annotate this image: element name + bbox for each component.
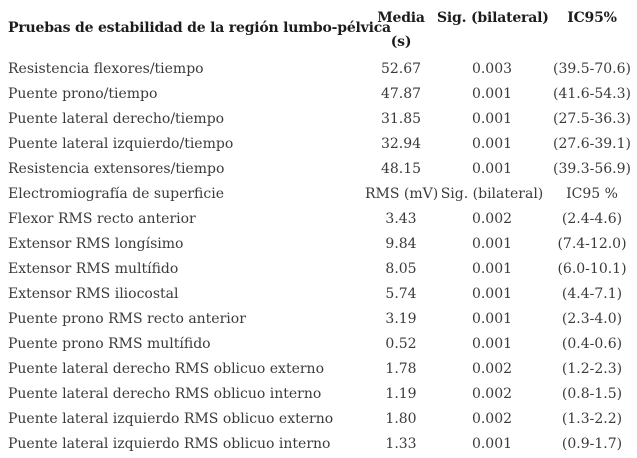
cell-media: 52.67 — [380, 60, 422, 77]
cell-media: 32.94 — [380, 135, 422, 152]
cell-ic95: IC95 % — [566, 185, 618, 202]
table-row: Extensor RMS iliocostal 5.74 0.001 (4.4-… — [0, 281, 637, 306]
cell-test-name: Electromiografía de superficie — [8, 185, 224, 202]
cell-test-name: Puente lateral izquierdo RMS oblicuo ext… — [8, 410, 334, 427]
table-row: Extensor RMS longísimo 9.84 0.001 (7.4-1… — [0, 231, 637, 256]
cell-media: 8.05 — [385, 260, 417, 277]
cell-sig: 0.002 — [471, 385, 513, 402]
table-row: Puente lateral izquierdo RMS oblicuo ext… — [0, 406, 637, 431]
cell-sig: 0.001 — [471, 335, 513, 352]
cell-test-name: Puente lateral derecho RMS oblicuo exter… — [8, 360, 324, 377]
cell-sig: 0.001 — [471, 235, 513, 252]
table-row: Puente lateral derecho RMS oblicuo inter… — [0, 381, 637, 406]
cell-sig: 0.002 — [471, 210, 513, 227]
cell-media: 9.84 — [385, 235, 417, 252]
table-row: Resistencia flexores/tiempo 52.67 0.003 … — [0, 56, 637, 81]
cell-ic95: (1.2-2.3) — [561, 360, 623, 377]
cell-test-name: Extensor RMS iliocostal — [8, 285, 179, 302]
cell-ic95: (0.9-1.7) — [561, 435, 623, 452]
cell-test-name: Puente prono RMS multífido — [8, 335, 211, 352]
cell-sig: 0.001 — [471, 435, 513, 452]
cell-sig: 0.001 — [471, 110, 513, 127]
cell-sig: 0.003 — [471, 60, 513, 77]
cell-sig: 0.001 — [471, 260, 513, 277]
cell-test-name: Puente prono/tiempo — [8, 85, 158, 102]
cell-test-name: Puente prono RMS recto anterior — [8, 310, 246, 327]
cell-test-name: Resistencia flexores/tiempo — [8, 60, 204, 77]
cell-sig: 0.001 — [471, 310, 513, 327]
cell-media: 3.43 — [385, 210, 417, 227]
cell-ic95: (39.3-56.9) — [553, 160, 631, 177]
cell-media: 48.15 — [380, 160, 422, 177]
cell-test-name: Puente lateral derecho/tiempo — [8, 110, 225, 127]
cell-media: 3.19 — [385, 310, 417, 327]
column-header-media-line2: (s) — [390, 34, 412, 50]
cell-media: 1.33 — [385, 435, 417, 452]
cell-media: RMS (mV) — [365, 185, 439, 202]
cell-media: 47.87 — [380, 85, 422, 102]
cell-test-name: Extensor RMS longísimo — [8, 235, 184, 252]
table-header-row: Pruebas de estabilidad de la región lumb… — [0, 0, 637, 56]
column-header-sig: Sig. (bilateral) — [437, 10, 549, 26]
table-row: Puente prono RMS recto anterior 3.19 0.0… — [0, 306, 637, 331]
table-row: Puente lateral derecho RMS oblicuo exter… — [0, 356, 637, 381]
table-row: Puente lateral izquierdo RMS oblicuo int… — [0, 431, 637, 456]
cell-sig: 0.001 — [471, 135, 513, 152]
cell-test-name: Extensor RMS multífido — [8, 260, 179, 277]
cell-media: 1.19 — [385, 385, 417, 402]
column-header-ic95: IC95% — [567, 10, 617, 26]
cell-sig: 0.002 — [471, 360, 513, 377]
section-row-emg: Electromiografía de superficie RMS (mV) … — [0, 181, 637, 206]
cell-ic95: (41.6-54.3) — [553, 85, 631, 102]
cell-ic95: (2.3-4.0) — [561, 310, 623, 327]
table-row: Flexor RMS recto anterior 3.43 0.002 (2.… — [0, 206, 637, 231]
cell-ic95: (6.0-10.1) — [557, 260, 627, 277]
cell-ic95: (1.3-2.2) — [561, 410, 623, 427]
cell-test-name: Puente lateral izquierdo/tiempo — [8, 135, 234, 152]
cell-test-name: Puente lateral izquierdo RMS oblicuo int… — [8, 435, 331, 452]
cell-sig: Sig. (bilateral) — [440, 185, 544, 202]
table-row: Extensor RMS multífido 8.05 0.001 (6.0-1… — [0, 256, 637, 281]
table-row: Puente lateral derecho/tiempo 31.85 0.00… — [0, 106, 637, 131]
cell-media: 0.52 — [385, 335, 417, 352]
cell-test-name: Puente lateral derecho RMS oblicuo inter… — [8, 385, 322, 402]
cell-ic95: (27.6-39.1) — [553, 135, 631, 152]
cell-media: 31.85 — [380, 110, 422, 127]
cell-ic95: (39.5-70.6) — [553, 60, 631, 77]
cell-ic95: (0.8-1.5) — [561, 385, 623, 402]
table-row: Puente prono/tiempo 47.87 0.001 (41.6-54… — [0, 81, 637, 106]
cell-ic95: (27.5-36.3) — [553, 110, 631, 127]
table-row: Puente lateral izquierdo/tiempo 32.94 0.… — [0, 131, 637, 156]
cell-ic95: (7.4-12.0) — [557, 235, 627, 252]
cell-ic95: (4.4-7.1) — [561, 285, 623, 302]
column-header-media: Media (s) — [365, 0, 437, 56]
cell-test-name: Flexor RMS recto anterior — [8, 210, 196, 227]
column-header-tests: Pruebas de estabilidad de la región lumb… — [8, 20, 391, 36]
cell-media: 1.78 — [385, 360, 417, 377]
cell-sig: 0.002 — [471, 410, 513, 427]
cell-ic95: (2.4-4.6) — [561, 210, 623, 227]
cell-media: 5.74 — [385, 285, 417, 302]
cell-media: 1.80 — [385, 410, 417, 427]
table-row: Puente prono RMS multífido 0.52 0.001 (0… — [0, 331, 637, 356]
cell-test-name: Resistencia extensores/tiempo — [8, 160, 225, 177]
cell-sig: 0.001 — [471, 160, 513, 177]
cell-sig: 0.001 — [471, 85, 513, 102]
cell-ic95: (0.4-0.6) — [561, 335, 623, 352]
table-row: Resistencia extensores/tiempo 48.15 0.00… — [0, 156, 637, 181]
cell-sig: 0.001 — [471, 285, 513, 302]
column-header-media-line1: Media — [377, 10, 425, 26]
